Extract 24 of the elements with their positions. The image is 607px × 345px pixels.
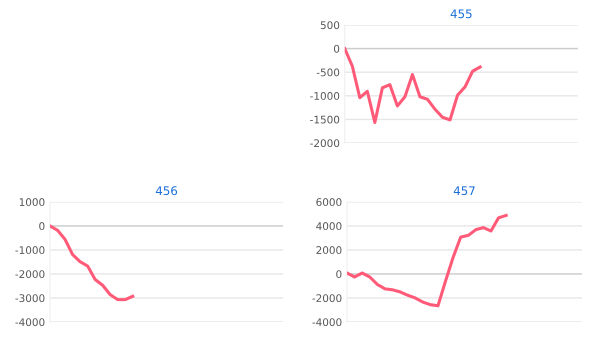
y-tick-label: -500 [316,68,340,76]
y-tick-label: 2000 [316,246,342,254]
y-tick-label: 0 [334,44,340,53]
line-series [344,47,482,124]
y-tick-label: -1000 [310,92,340,100]
chart-title: 455 [450,9,472,18]
y-tick-label: -2000 [312,294,342,302]
y-tick-label: -2000 [310,139,340,148]
y-tick-label: 1000 [20,198,44,206]
y-tick-label: 500 [320,21,340,30]
y-tick-label: -1500 [310,116,340,124]
chart-title: 456 [156,186,178,196]
y-tick-label: 0 [336,270,342,278]
y-tick-label: -2000 [15,270,44,278]
y-tick-label: 4000 [316,222,342,230]
line-series [50,224,134,302]
y-tick-label: 0 [39,222,44,230]
y-tick-label: -1000 [15,246,44,254]
y-tick-label: 6000 [316,198,342,206]
line-series [347,214,508,308]
y-tick-label: -3000 [15,294,44,302]
chart-title: 457 [454,186,475,196]
y-tick-label: -4000 [15,318,44,326]
y-tick-label: -4000 [312,318,342,326]
